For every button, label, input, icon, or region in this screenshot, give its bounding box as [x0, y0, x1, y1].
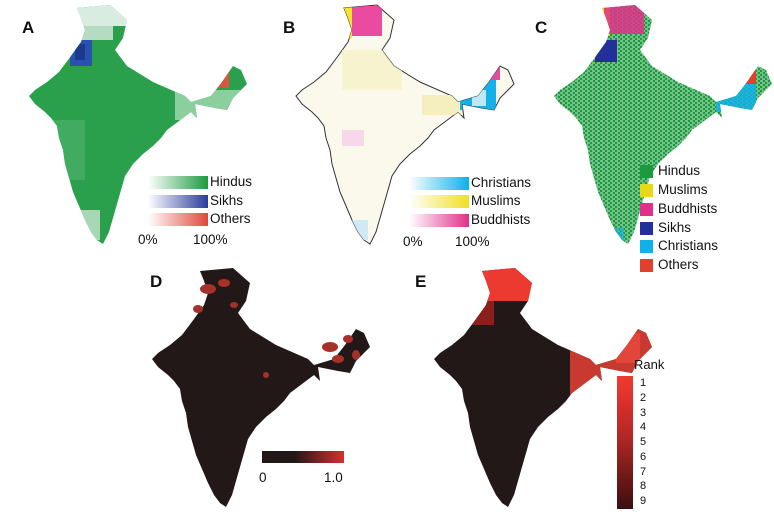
c-label-others: Others	[658, 257, 699, 272]
c-label-buddhists: Buddhists	[658, 201, 718, 216]
e-rank-7: 7	[640, 465, 647, 478]
e-rank-5: 5	[640, 436, 647, 449]
a-sikhs-label: Sikhs	[210, 193, 244, 208]
b-scale-max: 100%	[455, 234, 490, 249]
b-christians-gradient	[409, 177, 469, 190]
c-label-muslims: Muslims	[658, 182, 708, 197]
c-swatch-christians	[640, 240, 653, 253]
b-buddhists-gradient	[409, 214, 469, 227]
c-swatch-buddhists	[640, 203, 653, 216]
d-scale-max: 1.0	[324, 470, 343, 485]
c-label-christians: Christians	[658, 238, 719, 253]
e-rank-colorbar	[617, 376, 633, 509]
panel-d-label: D	[150, 272, 163, 291]
e-kashmir-rank1	[450, 268, 540, 301]
panel-c-map	[554, 5, 772, 244]
c-label-sikhs: Sikhs	[658, 220, 692, 235]
b-muslims-label: Muslims	[471, 193, 521, 208]
c-kashmir-muslim	[570, 5, 610, 36]
panel-b-map	[295, 4, 515, 245]
d-scale-gradient	[262, 451, 344, 463]
d-hotspots	[193, 279, 360, 378]
b-scale-min: 0%	[403, 234, 423, 249]
b-muslims-gradient	[409, 195, 469, 208]
c-punjab-sikh	[595, 40, 617, 62]
a-sikhs-gradient	[148, 195, 208, 208]
a-kashmir-low-hindu	[60, 5, 140, 26]
panel-a-label: A	[22, 18, 35, 37]
a-others-gradient	[148, 213, 208, 226]
panel-b-label: B	[283, 18, 296, 37]
a-hindus-label: Hindus	[210, 174, 253, 189]
e-rank-6: 6	[640, 450, 647, 463]
a-scale-max: 100%	[193, 232, 228, 247]
b-kashmir-muslim	[312, 5, 352, 38]
panel-e-label: E	[415, 272, 427, 291]
c-swatch-muslims	[640, 184, 653, 197]
c-swatch-sikhs	[640, 222, 653, 235]
c-northeast-christian	[716, 68, 756, 112]
a-northeast-others	[203, 68, 229, 88]
e-rank-3: 3	[640, 406, 647, 419]
e-rank-title: Rank	[634, 357, 665, 372]
e-rank-4: 4	[640, 421, 647, 434]
b-buddhists-label: Buddhists	[471, 212, 531, 227]
e-rank-8: 8	[640, 480, 647, 493]
a-hindus-gradient	[148, 176, 208, 189]
b-ladakh-buddhist	[352, 6, 382, 36]
panel-d-map	[152, 268, 370, 507]
e-rank-1: 1	[640, 377, 647, 389]
panel-e-map	[434, 268, 652, 507]
c-swatch-others	[640, 259, 653, 272]
a-others-label: Others	[210, 211, 251, 226]
panel-c-label: C	[535, 18, 548, 37]
a-scale-min: 0%	[138, 232, 158, 247]
c-label-hindus: Hindus	[658, 163, 701, 178]
e-rank-2: 2	[640, 391, 647, 404]
e-rank-9: 9	[640, 495, 647, 508]
b-christians-label: Christians	[471, 175, 532, 190]
c-swatch-hindus	[640, 165, 653, 178]
panel-a-map	[29, 5, 247, 244]
d-scale-min: 0	[259, 470, 267, 485]
